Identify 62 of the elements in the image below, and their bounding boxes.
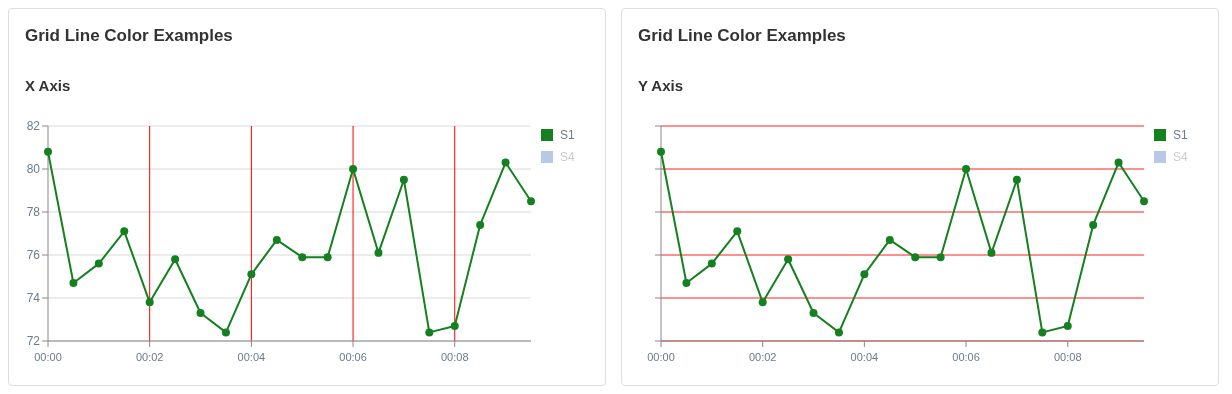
point bbox=[272, 235, 281, 244]
point bbox=[298, 253, 307, 262]
x-tick-label: 00:00 bbox=[647, 351, 675, 363]
point bbox=[936, 253, 945, 262]
point bbox=[758, 298, 767, 307]
legend-label: S1 bbox=[560, 128, 575, 143]
point bbox=[44, 147, 52, 156]
point bbox=[527, 197, 535, 206]
y-tick-label: 74 bbox=[26, 291, 41, 306]
point bbox=[860, 270, 869, 279]
point bbox=[1038, 328, 1047, 337]
point bbox=[733, 227, 742, 236]
point bbox=[911, 253, 920, 262]
point bbox=[834, 328, 843, 337]
x-tick-label: 00:08 bbox=[440, 351, 469, 363]
point bbox=[1089, 220, 1098, 229]
y-tick-label: 82 bbox=[26, 119, 41, 134]
x-tick-label: 00:04 bbox=[237, 351, 266, 363]
point bbox=[323, 253, 332, 262]
point bbox=[1063, 321, 1072, 330]
y-tick-label: 80 bbox=[26, 162, 41, 177]
point bbox=[69, 278, 78, 287]
x-tick-label: 00:06 bbox=[339, 351, 367, 363]
point bbox=[374, 248, 383, 257]
point bbox=[476, 220, 485, 229]
x-tick-label: 00:08 bbox=[1053, 351, 1082, 363]
legend-label: S1 bbox=[1173, 128, 1188, 143]
point bbox=[682, 278, 691, 287]
point bbox=[221, 328, 230, 337]
chart-title: Grid Line Color Examples bbox=[638, 26, 846, 45]
x-tick-label: 00:06 bbox=[952, 351, 980, 363]
point bbox=[196, 309, 205, 318]
point bbox=[501, 158, 510, 167]
point bbox=[885, 235, 894, 244]
point bbox=[1012, 175, 1021, 184]
point bbox=[425, 328, 434, 337]
chart-subtitle: Y Axis bbox=[638, 77, 684, 94]
point bbox=[987, 248, 996, 257]
x-tick-label: 00:02 bbox=[748, 351, 777, 363]
point bbox=[1140, 197, 1148, 206]
point bbox=[94, 259, 103, 268]
x-tick-label: 00:02 bbox=[135, 351, 164, 363]
point bbox=[171, 255, 180, 264]
point bbox=[145, 298, 154, 307]
point bbox=[1114, 158, 1123, 167]
x-tick-label: 00:04 bbox=[850, 351, 879, 363]
point bbox=[399, 175, 408, 184]
point bbox=[349, 165, 358, 173]
x-tick-label: 00:00 bbox=[34, 351, 62, 363]
y-tick-label: 78 bbox=[26, 205, 41, 220]
chart-subtitle: X Axis bbox=[25, 77, 71, 94]
point bbox=[962, 165, 971, 173]
point bbox=[809, 309, 818, 318]
point bbox=[784, 255, 793, 264]
point bbox=[247, 270, 256, 279]
point bbox=[657, 147, 665, 156]
chart-title: Grid Line Color Examples bbox=[25, 26, 233, 45]
y-tick-label: 76 bbox=[26, 248, 41, 263]
point bbox=[450, 321, 459, 330]
point bbox=[120, 227, 129, 236]
y-tick-label: 72 bbox=[26, 334, 41, 349]
point bbox=[707, 259, 716, 268]
